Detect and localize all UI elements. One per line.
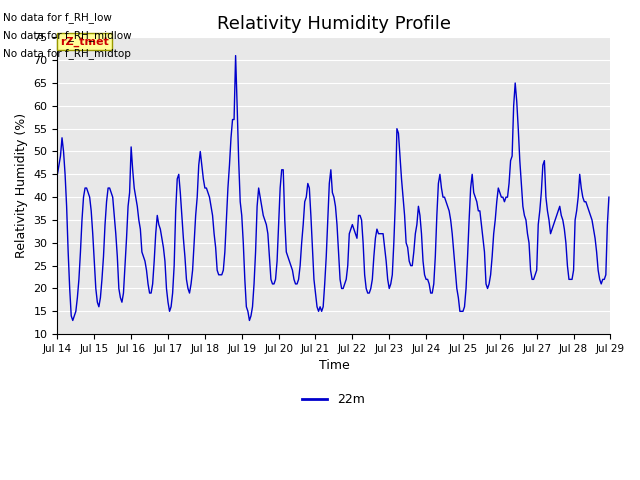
Text: rZ_tmet: rZ_tmet (60, 37, 109, 47)
Text: No data for f_RH_low: No data for f_RH_low (3, 12, 112, 23)
X-axis label: Time: Time (319, 360, 349, 372)
Text: No data for f_RH_midtop: No data for f_RH_midtop (3, 48, 131, 60)
Title: Relativity Humidity Profile: Relativity Humidity Profile (217, 15, 451, 33)
Legend: 22m: 22m (298, 388, 371, 411)
Text: No data for f_RH_midlow: No data for f_RH_midlow (3, 30, 132, 41)
Y-axis label: Relativity Humidity (%): Relativity Humidity (%) (15, 113, 28, 258)
